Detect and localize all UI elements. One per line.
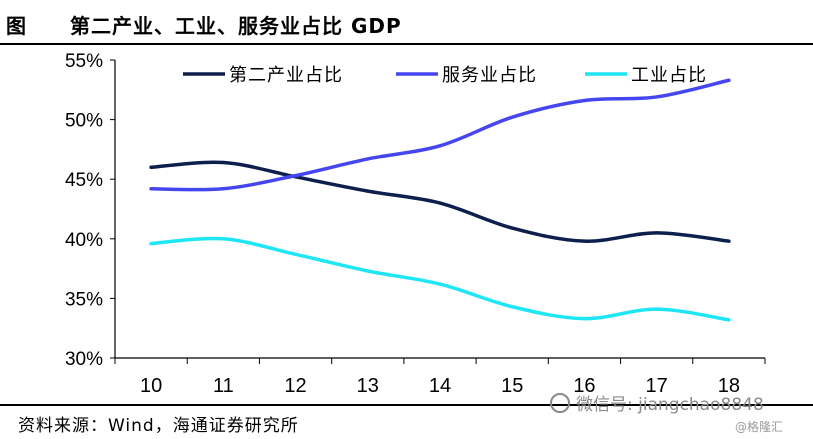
x-tick-label: 17 xyxy=(646,375,668,397)
chart-legend: 第二产业占比 服务业占比 工业占比 xyxy=(183,65,707,86)
series-1-point xyxy=(510,226,514,230)
series-1-point xyxy=(366,189,370,193)
source-note: 资料来源：Wind，海通证券研究所 xyxy=(18,416,299,436)
series-2-point xyxy=(727,78,731,82)
source-rule xyxy=(0,404,813,406)
series-2-point xyxy=(582,98,587,103)
series-1-point xyxy=(438,201,442,205)
series-2-point xyxy=(221,187,225,191)
wechat-text: 微信号: jiangchao8848 xyxy=(576,395,764,415)
legend-label-2: 服务业占比 xyxy=(442,65,537,86)
series-line-3 xyxy=(149,236,731,322)
series-3-point xyxy=(149,241,153,246)
wechat-icon xyxy=(550,393,570,413)
y-tick-label: 30% xyxy=(65,349,103,370)
title-rule xyxy=(0,43,813,45)
line-chart: 30% 35% 40% 45% 50% 55% 10 11 12 13 14 15 16 17 18 第二产… xyxy=(65,51,766,397)
x-tick-label: 16 xyxy=(573,375,595,397)
x-tick-label: 15 xyxy=(501,375,523,397)
y-tick-label: 45% xyxy=(65,170,103,191)
series-3-point xyxy=(366,269,370,273)
figure-label: 图 xyxy=(6,14,26,38)
x-tick-label: 12 xyxy=(284,375,306,397)
series-3-point xyxy=(221,237,225,241)
series-2-point xyxy=(366,157,370,161)
series-3-point xyxy=(582,317,587,321)
x-tick-label: 10 xyxy=(140,375,162,397)
title-bar: 图 第二产业、工业、服务业占比 GDP xyxy=(0,0,813,44)
series-3-point xyxy=(438,282,442,286)
x-tick-label: 11 xyxy=(213,375,234,397)
chart-series xyxy=(149,78,731,322)
series-1-point xyxy=(727,239,731,243)
series-1-point xyxy=(655,231,659,235)
series-3-point xyxy=(293,252,298,256)
x-tick-label: 18 xyxy=(718,375,740,397)
series-1-point xyxy=(149,165,153,169)
y-tick-label: 50% xyxy=(65,111,103,132)
series-2-point xyxy=(438,144,442,148)
series-2-point xyxy=(655,95,659,99)
credit-watermark: @格隆汇 xyxy=(735,420,784,434)
series-1-point xyxy=(221,160,225,165)
wechat-watermark: 微信号: jiangchao8848 xyxy=(550,390,764,415)
series-3-point xyxy=(655,307,659,311)
series-2-point xyxy=(149,187,153,191)
x-tick-label: 13 xyxy=(357,375,379,397)
legend-label-3: 工业占比 xyxy=(631,65,707,86)
series-1-point xyxy=(582,239,587,243)
y-tick-label: 35% xyxy=(65,289,103,310)
y-tick-label: 40% xyxy=(65,230,103,251)
series-2-point xyxy=(510,115,514,119)
series-line-2 xyxy=(149,78,731,192)
chart-title: 第二产业、工业、服务业占比 GDP xyxy=(70,14,402,38)
series-3-point xyxy=(727,318,731,322)
legend-label-1: 第二产业占比 xyxy=(229,65,343,86)
y-tick-label: 55% xyxy=(65,51,103,72)
series-2-point xyxy=(293,174,298,178)
series-3-point xyxy=(510,305,514,309)
x-tick-label: 14 xyxy=(429,375,451,397)
chart-axes: 30% 35% 40% 45% 50% 55% 10 11 12 13 14 15 16 17 18 xyxy=(65,51,766,397)
